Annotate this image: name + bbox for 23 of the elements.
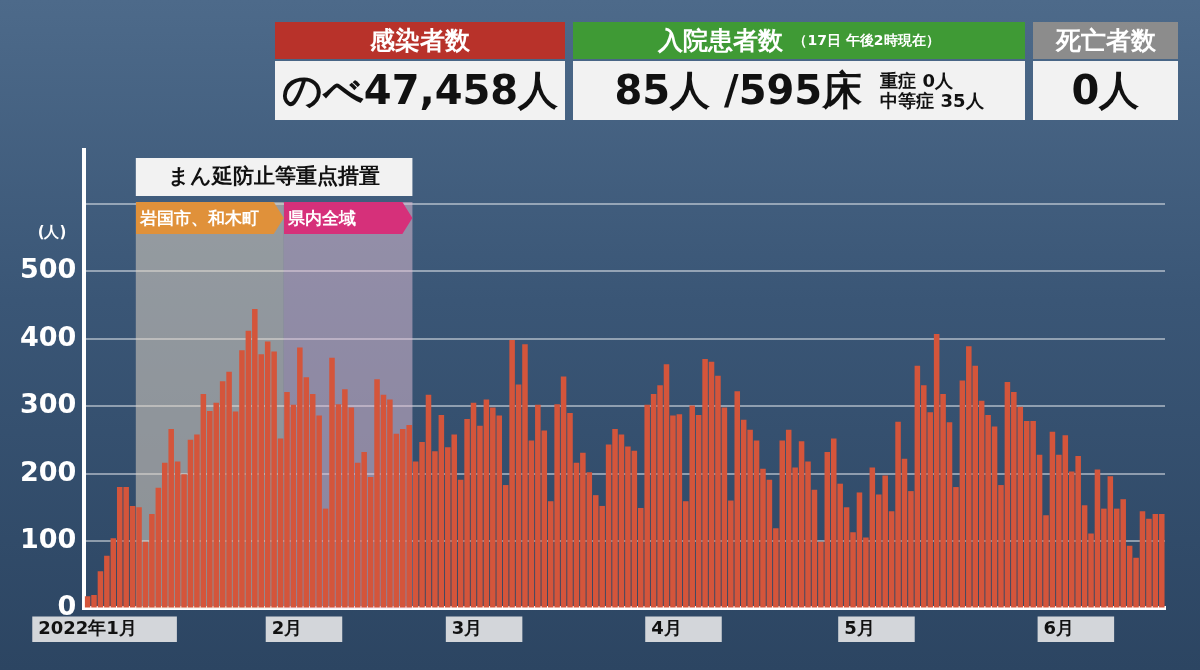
text: 85人 /595床	[614, 66, 863, 115]
x-tick-label: 2月	[271, 616, 303, 638]
y-axis-title: (人)	[37, 223, 67, 242]
y-tick-label: 200	[19, 455, 77, 487]
y-tick-label: 100	[19, 523, 77, 554]
x-tick-label: 3月	[451, 616, 483, 638]
text: のべ47,458人	[281, 66, 559, 115]
text: 入院患者数	[658, 25, 784, 57]
text: 死亡者数	[1055, 25, 1156, 57]
y-tick-label: 300	[19, 388, 77, 420]
text: 中等症 35人	[880, 89, 984, 111]
y-tick-label: 500	[19, 253, 77, 285]
x-tick-label: 6月	[1043, 616, 1075, 638]
text: 重症 0人	[880, 69, 954, 91]
text: 0人	[1071, 66, 1140, 115]
text: （17日 午後2時現在）	[793, 31, 940, 50]
annotation: まん延防止等重点措置	[168, 164, 381, 189]
x-tick-label: 4月	[651, 616, 682, 638]
y-tick-label: 400	[19, 320, 77, 352]
text: 感染者数	[370, 25, 470, 57]
x-tick-label: 5月	[844, 616, 875, 638]
arrow-tag: 県内全域	[283, 202, 413, 234]
arrow-tag: 岩国市、和木町	[135, 202, 284, 234]
